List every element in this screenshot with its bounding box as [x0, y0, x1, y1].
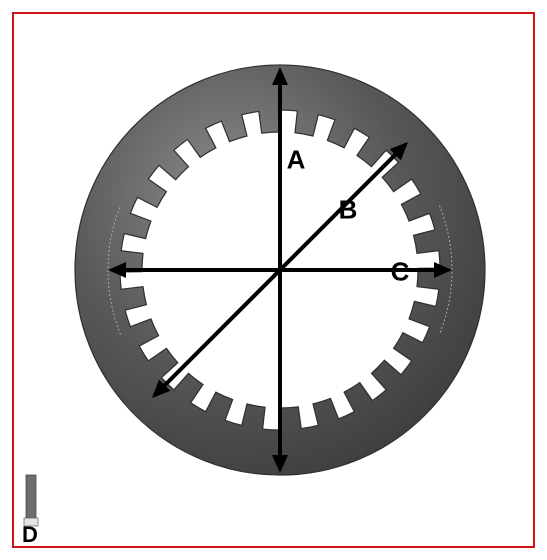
label-c: C [391, 257, 410, 288]
thickness-bar-icon [26, 475, 36, 519]
label-d: D [22, 522, 38, 548]
diagram-svg [0, 0, 547, 560]
label-b: B [339, 195, 358, 226]
label-a: A [287, 145, 306, 176]
